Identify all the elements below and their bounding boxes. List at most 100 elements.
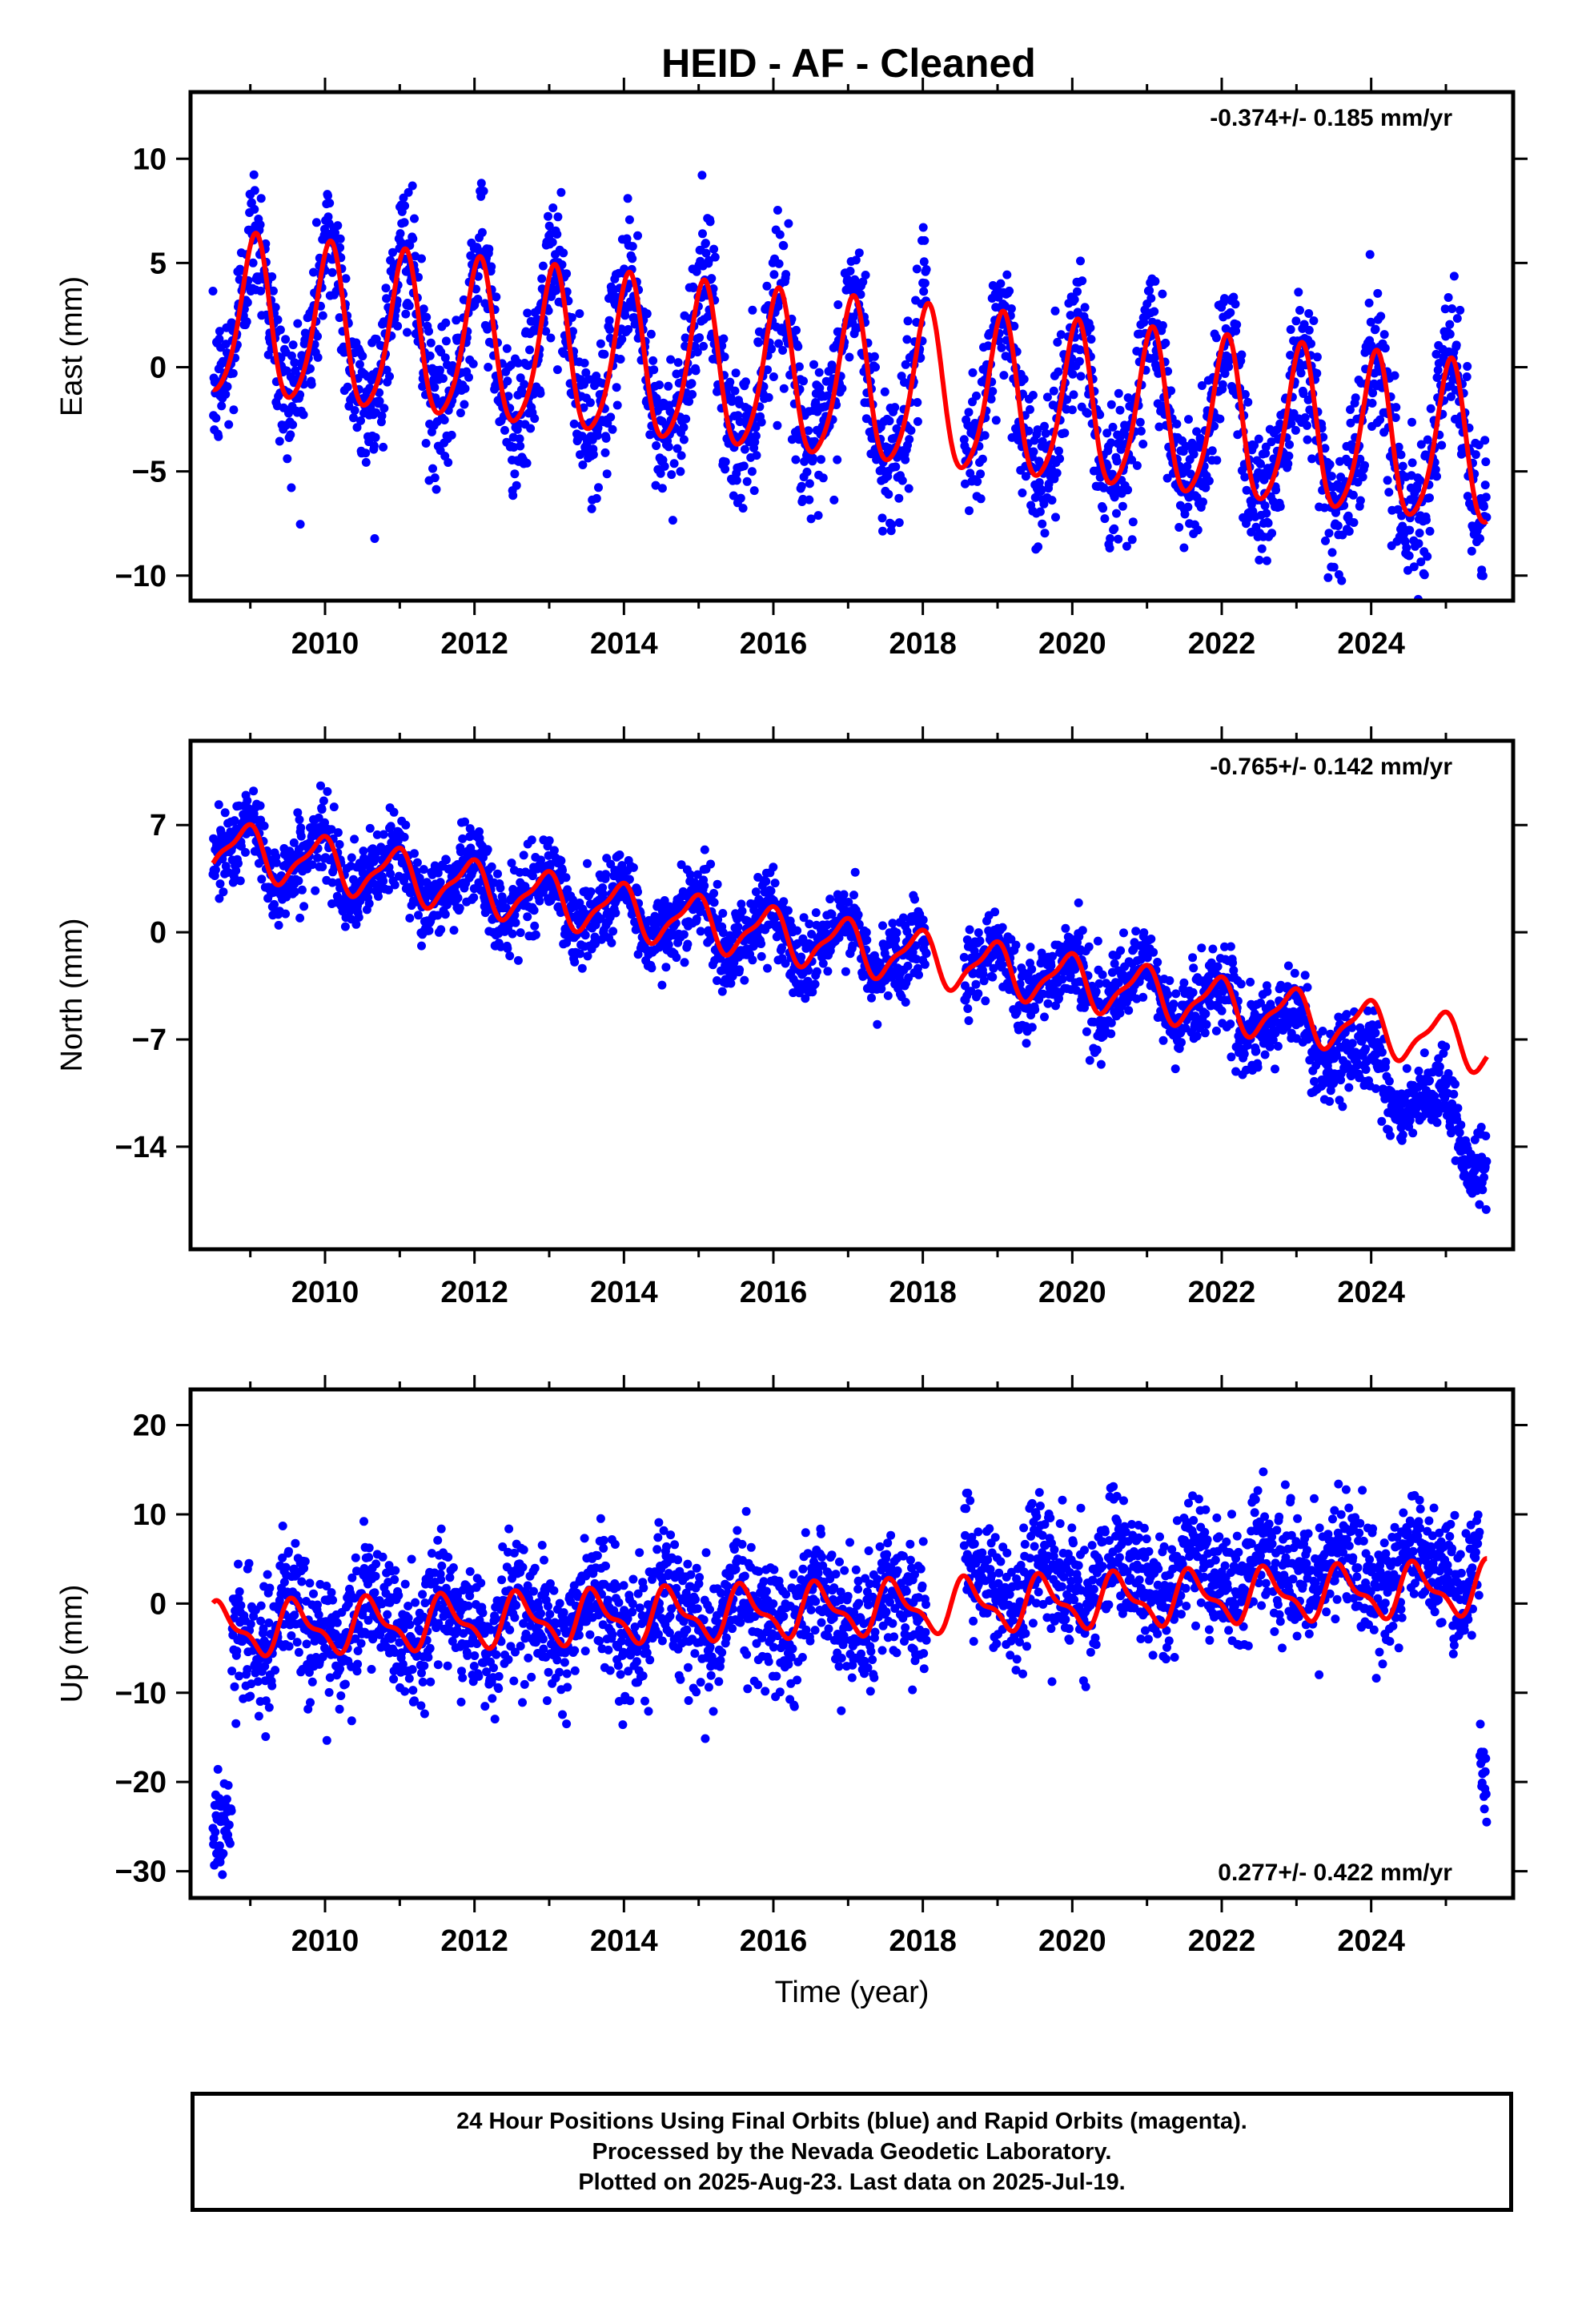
- observation-point: [1053, 337, 1062, 347]
- panel-frame-1: [188, 90, 1516, 603]
- observation-point: [1452, 340, 1461, 350]
- observation-point: [382, 294, 391, 304]
- observation-point: [817, 455, 825, 464]
- observation-point: [419, 865, 428, 875]
- observation-point: [664, 442, 673, 452]
- observation-point: [1371, 324, 1380, 334]
- observation-point: [287, 351, 296, 360]
- observation-point: [833, 455, 842, 464]
- observation-point: [695, 333, 705, 343]
- observation-point: [479, 187, 488, 196]
- observation-point: [586, 887, 596, 896]
- observation-point: [600, 349, 609, 359]
- observation-point: [476, 179, 486, 188]
- observation-point: [374, 891, 383, 901]
- observation-point: [1123, 485, 1133, 495]
- observation-point: [1296, 368, 1306, 378]
- observation-point: [273, 315, 283, 324]
- observation-point: [1192, 427, 1202, 436]
- observation-point: [1325, 460, 1335, 469]
- observation-point: [691, 366, 701, 376]
- observation-point: [441, 855, 451, 865]
- observation-point: [1180, 509, 1190, 519]
- observation-point: [502, 344, 512, 353]
- observation-point: [660, 461, 669, 471]
- observation-point: [1128, 517, 1138, 527]
- observation-point: [1267, 437, 1276, 447]
- observation-point: [370, 534, 379, 543]
- observation-point: [647, 963, 656, 973]
- observation-point: [333, 221, 343, 231]
- observation-point: [281, 909, 291, 919]
- observation-point: [456, 408, 465, 418]
- observation-point: [1073, 287, 1082, 296]
- observation-point: [974, 928, 983, 938]
- observation-point: [764, 392, 773, 402]
- y-tick-label: 0: [150, 352, 167, 385]
- chart-title: HEID - AF - Cleaned: [661, 41, 1036, 86]
- x-tick-label: 2024: [1337, 627, 1405, 661]
- observation-point: [295, 390, 305, 400]
- observation-point: [706, 859, 716, 869]
- observation-point: [884, 489, 893, 499]
- observation-point: [1226, 1019, 1235, 1029]
- observation-point: [996, 279, 1006, 288]
- observation-point: [1080, 303, 1090, 312]
- observation-point: [377, 411, 387, 420]
- observation-point: [741, 377, 750, 387]
- observation-point: [885, 416, 894, 426]
- observation-point: [869, 352, 879, 361]
- observation-point: [371, 335, 381, 344]
- observation-point: [1240, 390, 1250, 399]
- observation-point: [354, 912, 363, 922]
- observation-point: [255, 220, 265, 230]
- observation-point: [1396, 450, 1406, 460]
- observation-point: [1002, 270, 1012, 279]
- observation-point: [1100, 514, 1110, 524]
- observation-point: [673, 444, 682, 453]
- observation-point: [541, 327, 551, 336]
- observation-point: [811, 398, 821, 407]
- observation-point: [235, 876, 245, 886]
- observation-point: [709, 889, 719, 898]
- observation-point: [417, 941, 426, 951]
- observation-point: [1099, 483, 1109, 493]
- observation-point: [455, 903, 464, 913]
- observation-point: [1304, 309, 1314, 318]
- observation-point: [620, 311, 630, 320]
- observation-point: [1188, 987, 1198, 997]
- observation-point: [633, 231, 642, 240]
- observation-point: [567, 313, 576, 322]
- observation-point: [369, 441, 379, 451]
- observation-point: [1158, 289, 1167, 299]
- observation-point: [299, 410, 308, 420]
- observation-point: [701, 239, 710, 248]
- observation-point: [526, 424, 536, 433]
- observation-point: [1426, 404, 1435, 413]
- observation-point: [559, 248, 568, 258]
- observation-point: [983, 341, 993, 351]
- observation-point: [242, 317, 251, 327]
- observation-point: [890, 403, 900, 412]
- observation-point: [561, 873, 571, 883]
- observation-point: [215, 327, 224, 336]
- observation-point: [975, 936, 985, 946]
- observation-point: [774, 259, 784, 268]
- observation-point: [878, 526, 887, 536]
- observation-point: [1405, 525, 1415, 535]
- observation-point: [440, 910, 450, 919]
- observation-point: [208, 287, 218, 296]
- observation-point: [894, 518, 904, 528]
- observation-point: [1404, 551, 1414, 561]
- observation-point: [484, 363, 493, 372]
- observation-point: [607, 938, 616, 947]
- observation-point: [779, 897, 789, 907]
- observation-point: [1365, 250, 1375, 259]
- observation-point: [1295, 306, 1304, 315]
- observation-point: [1445, 320, 1455, 329]
- observation-point: [513, 358, 523, 368]
- rate-annotation: -0.374+/- 0.185 mm/yr: [1210, 105, 1452, 131]
- observation-point: [646, 329, 656, 339]
- observation-point: [1034, 478, 1044, 487]
- observation-point: [569, 419, 579, 428]
